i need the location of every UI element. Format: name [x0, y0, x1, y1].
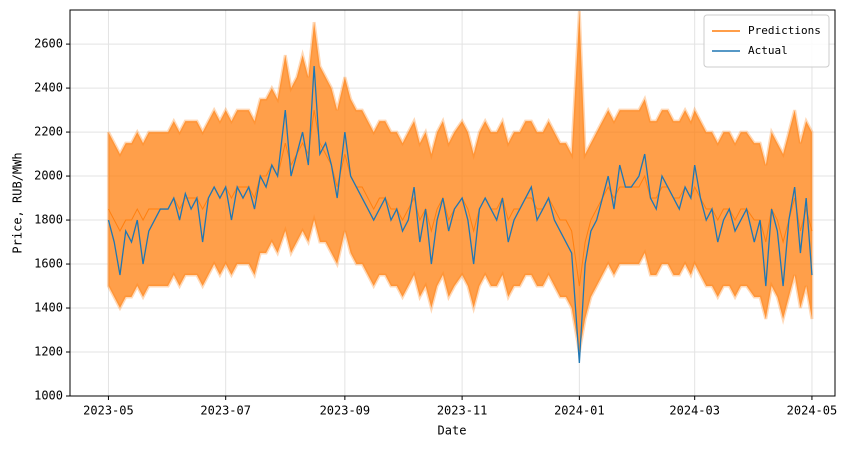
x-tick-label: 2023-05 — [83, 404, 134, 418]
legend-label: Predictions — [748, 24, 821, 37]
x-tick-label: 2024-01 — [554, 404, 605, 418]
x-tick-label: 2024-05 — [787, 404, 838, 418]
plot-area — [106, 11, 814, 364]
x-tick-label: 2023-11 — [437, 404, 488, 418]
plot-frame — [69, 9, 836, 397]
y-axis-label: Price, RUB/MWh — [11, 152, 25, 253]
x-tick-label: 2023-09 — [320, 404, 371, 418]
y-tick-label: 1400 — [34, 301, 63, 315]
y-tick-label: 1200 — [34, 345, 63, 359]
y-tick-label: 2400 — [34, 81, 63, 95]
x-axis-label: Date — [438, 424, 467, 438]
prediction-band — [106, 11, 814, 353]
x-tick-label: 2023-07 — [200, 404, 251, 418]
y-tick-label: 2600 — [34, 37, 63, 51]
y-tick-label: 2200 — [34, 125, 63, 139]
y-tick-label: 1000 — [34, 389, 63, 403]
series-line — [107, 66, 813, 364]
y-tick-label: 1800 — [34, 213, 63, 227]
y-tick-label: 1600 — [34, 257, 63, 271]
y-tick-label: 2000 — [34, 169, 63, 183]
legend-box — [703, 14, 830, 68]
x-tick-label: 2024-03 — [669, 404, 720, 418]
legend-label: Actual — [748, 44, 788, 57]
